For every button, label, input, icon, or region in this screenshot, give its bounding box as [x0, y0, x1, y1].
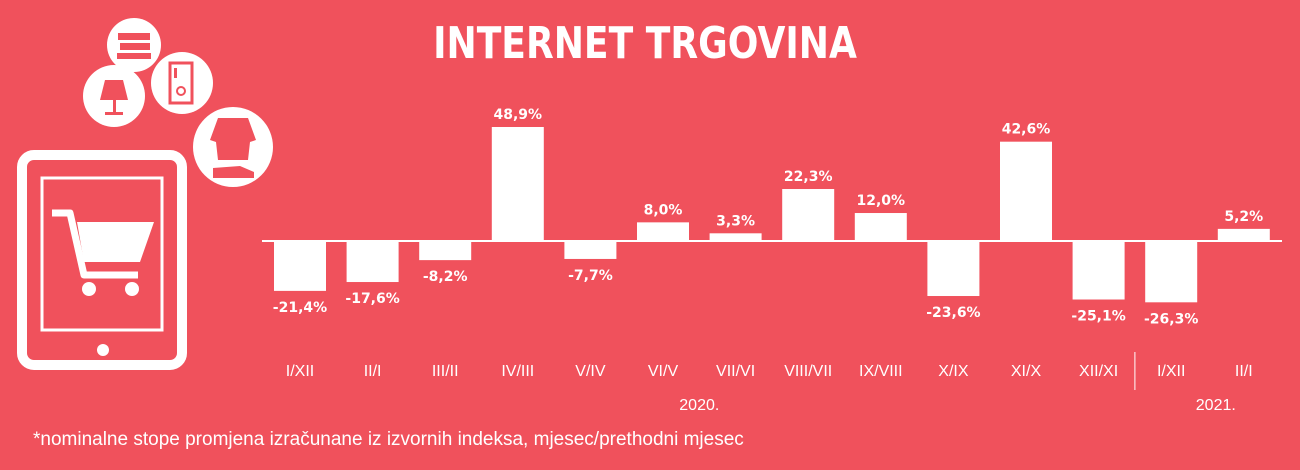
- category-label: VII/VI: [716, 363, 755, 380]
- category-label: II/I: [1235, 363, 1253, 380]
- lamp-icon: [83, 65, 145, 127]
- data-label: -8,2%: [423, 269, 468, 285]
- chart-title: INTERNET TRGOVINA: [433, 18, 857, 69]
- category-label: II/I: [364, 363, 382, 380]
- bar: [782, 189, 835, 241]
- data-label: -17,6%: [345, 291, 399, 307]
- fridge-icon: [151, 52, 213, 114]
- bar: [1217, 228, 1270, 241]
- category-label: V/IV: [575, 363, 606, 380]
- bar: [854, 213, 907, 241]
- data-label: 12,0%: [857, 193, 906, 209]
- data-label: 22,3%: [784, 169, 833, 185]
- category-label: IX/VIII: [859, 363, 903, 380]
- data-label: -26,3%: [1144, 311, 1198, 327]
- data-label: 5,2%: [1224, 209, 1263, 225]
- category-label: I/XII: [286, 363, 314, 380]
- data-label: 3,3%: [716, 213, 755, 229]
- bar: [419, 241, 472, 261]
- year-group-label: 2021.: [1196, 397, 1236, 414]
- category-label: VI/V: [648, 363, 679, 380]
- data-label: -21,4%: [273, 300, 327, 316]
- data-label: -7,7%: [568, 268, 613, 284]
- bar: [346, 241, 399, 283]
- category-label: III/II: [432, 363, 459, 380]
- data-label: 42,6%: [1002, 122, 1051, 138]
- bar: [564, 241, 617, 259]
- data-label: 8,0%: [644, 202, 683, 218]
- data-label: 48,9%: [494, 107, 543, 123]
- books-icon: [107, 18, 161, 72]
- shopping-cart-tablet-icon: [17, 150, 187, 370]
- bar: [1072, 241, 1125, 300]
- data-label: -25,1%: [1071, 309, 1125, 325]
- bar: [927, 241, 980, 297]
- category-label: I/XII: [1157, 363, 1185, 380]
- category-label: X/IX: [938, 363, 969, 380]
- year-group-label: 2020.: [679, 397, 719, 414]
- data-label: -23,6%: [926, 305, 980, 321]
- bar: [274, 241, 326, 291]
- category-label: XII/XI: [1079, 363, 1118, 380]
- icon-group: [17, 18, 273, 370]
- bar: [1145, 241, 1198, 303]
- clothing-shoe-icon: [193, 107, 273, 187]
- category-label: IV/III: [501, 363, 534, 380]
- category-label: XI/X: [1011, 363, 1042, 380]
- bar: [637, 222, 689, 241]
- footnote: *nominalne stope promjena izračunane iz …: [33, 429, 744, 450]
- bar: [709, 233, 762, 241]
- category-label: VIII/VII: [784, 363, 832, 380]
- bar: [1000, 141, 1052, 241]
- bar: [491, 127, 544, 241]
